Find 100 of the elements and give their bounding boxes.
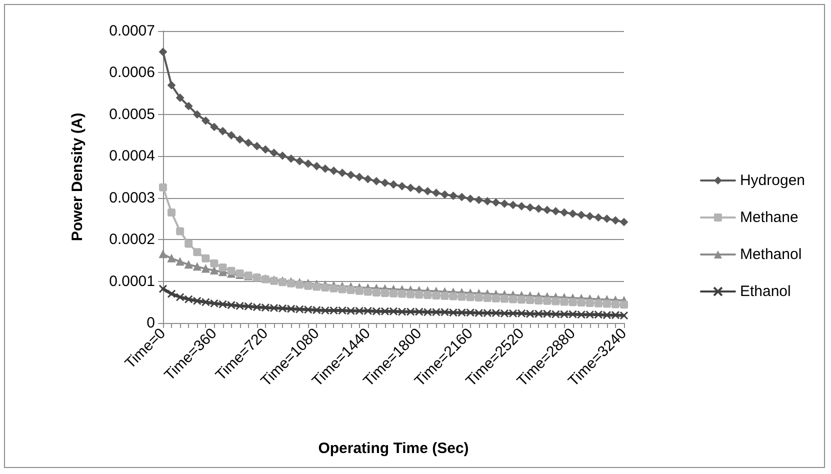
point xyxy=(406,184,415,192)
point xyxy=(611,216,620,224)
point xyxy=(406,290,415,298)
point xyxy=(193,262,202,271)
point xyxy=(483,308,492,318)
point xyxy=(329,306,338,315)
point xyxy=(424,187,432,196)
point xyxy=(320,306,330,315)
point xyxy=(355,173,364,181)
point xyxy=(227,266,236,275)
point xyxy=(210,266,218,274)
point xyxy=(244,302,253,311)
point xyxy=(398,182,406,190)
point xyxy=(252,142,261,150)
point xyxy=(500,200,508,208)
point xyxy=(218,127,227,136)
point xyxy=(346,286,355,294)
y-tick-label: 0.0001 xyxy=(109,272,155,290)
point xyxy=(321,284,330,292)
point xyxy=(261,145,270,154)
point xyxy=(312,282,321,291)
point xyxy=(551,310,560,318)
point xyxy=(415,186,424,194)
point xyxy=(158,284,168,294)
point xyxy=(552,207,560,216)
point xyxy=(466,293,474,302)
point xyxy=(398,290,406,298)
point xyxy=(330,284,338,292)
point xyxy=(184,102,193,110)
y-tick-label: 0 xyxy=(146,314,155,332)
point xyxy=(568,210,577,218)
point xyxy=(466,194,474,203)
point xyxy=(534,204,543,213)
point xyxy=(440,190,449,199)
point xyxy=(202,254,210,262)
point xyxy=(364,288,372,296)
point xyxy=(312,162,321,170)
point xyxy=(466,308,475,317)
point xyxy=(201,298,210,306)
point xyxy=(424,291,432,300)
point xyxy=(423,308,432,316)
point xyxy=(236,302,244,310)
point xyxy=(568,310,578,318)
point xyxy=(167,290,176,298)
point xyxy=(449,308,458,317)
point xyxy=(560,298,568,306)
point xyxy=(594,213,602,222)
point xyxy=(440,292,449,300)
point xyxy=(611,310,620,320)
point xyxy=(176,94,184,102)
point xyxy=(338,285,346,294)
point xyxy=(184,240,193,248)
point xyxy=(586,298,594,307)
point xyxy=(159,183,167,192)
point xyxy=(210,259,218,268)
point xyxy=(560,208,568,216)
point xyxy=(252,302,262,312)
point xyxy=(594,299,602,308)
point xyxy=(168,254,176,262)
point xyxy=(458,193,466,202)
point xyxy=(543,296,552,305)
point xyxy=(227,131,236,140)
point xyxy=(534,296,543,304)
point xyxy=(338,306,347,315)
point xyxy=(526,296,534,304)
point xyxy=(509,295,518,304)
point xyxy=(398,307,406,316)
point xyxy=(176,258,184,266)
point xyxy=(312,306,321,314)
y-tick-label: 0.0003 xyxy=(109,189,155,206)
point xyxy=(355,306,364,316)
point xyxy=(287,154,296,163)
point xyxy=(518,296,526,304)
point xyxy=(159,250,167,258)
point xyxy=(577,210,586,219)
point xyxy=(296,280,304,289)
point xyxy=(270,304,278,312)
x-axis-title: Operating Time (Sec) xyxy=(318,440,469,457)
point xyxy=(321,164,330,173)
point xyxy=(236,135,244,144)
point xyxy=(500,309,509,318)
point xyxy=(449,292,458,300)
point xyxy=(518,202,526,210)
point xyxy=(364,306,372,316)
point xyxy=(372,288,380,297)
point xyxy=(474,196,483,204)
point xyxy=(218,264,227,272)
point xyxy=(440,308,449,316)
point xyxy=(380,307,390,316)
point xyxy=(509,200,518,209)
point xyxy=(542,310,552,318)
point xyxy=(508,309,518,318)
point xyxy=(364,175,372,184)
point xyxy=(432,308,440,316)
point xyxy=(278,152,287,160)
point xyxy=(586,212,594,220)
point xyxy=(261,303,270,312)
point xyxy=(492,308,500,318)
point xyxy=(586,310,594,319)
legend-label: Hydrogen xyxy=(740,172,806,189)
